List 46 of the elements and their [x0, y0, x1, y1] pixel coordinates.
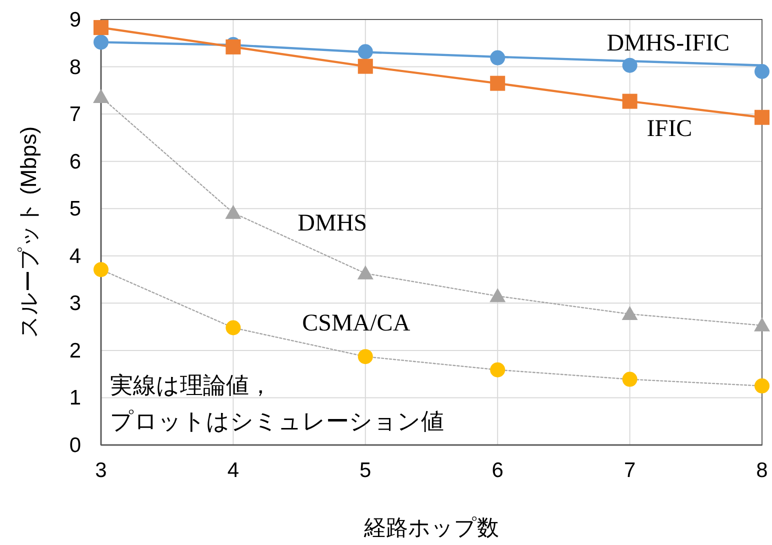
- y-tick-label: 2: [69, 339, 81, 362]
- x-tick-label: 7: [624, 459, 636, 482]
- point: [622, 94, 638, 109]
- x-axis-title: 経路ホップ数: [363, 515, 499, 540]
- x-tick-label: 3: [95, 459, 107, 482]
- point: [754, 110, 770, 125]
- x-tick-label: 4: [227, 459, 240, 482]
- y-tick-label: 3: [69, 292, 81, 316]
- series-label: DMHS-IFIC: [606, 30, 730, 56]
- y-tick-label: 6: [69, 150, 81, 174]
- point: [226, 320, 241, 336]
- y-tick-label: 0: [69, 434, 81, 457]
- point: [754, 64, 770, 80]
- point: [358, 349, 373, 364]
- y-axis-title: スループット (Mbps): [16, 126, 41, 338]
- annotation: 実線は理論値，: [110, 372, 272, 398]
- point: [754, 378, 770, 394]
- point: [490, 362, 506, 378]
- x-tick-label: 6: [492, 459, 504, 482]
- y-tick-label: 7: [69, 103, 81, 126]
- point: [490, 76, 506, 91]
- y-tick-label: 4: [69, 244, 82, 268]
- point: [94, 262, 108, 278]
- point: [490, 288, 506, 302]
- series-label: CSMA/CA: [302, 310, 411, 337]
- y-tick-label: 5: [69, 198, 81, 221]
- point: [754, 317, 770, 332]
- annotation: プロットはシミュレーション値: [110, 408, 444, 434]
- point: [490, 50, 506, 66]
- point: [622, 58, 638, 73]
- point: [93, 89, 109, 104]
- point: [358, 58, 373, 74]
- y-tick-label: 8: [69, 56, 81, 79]
- series-label: IFIC: [646, 116, 692, 142]
- point: [94, 34, 108, 50]
- y-tick-label: 9: [69, 8, 81, 32]
- point: [622, 306, 638, 320]
- x-tick-label: 8: [756, 459, 768, 482]
- point: [622, 372, 638, 387]
- point: [358, 44, 373, 60]
- point: [94, 20, 108, 36]
- point: [357, 265, 374, 280]
- y-tick-label: 1: [69, 386, 81, 410]
- point: [225, 204, 242, 219]
- series-label: DMHS: [298, 210, 368, 236]
- x-tick-label: 5: [360, 459, 372, 482]
